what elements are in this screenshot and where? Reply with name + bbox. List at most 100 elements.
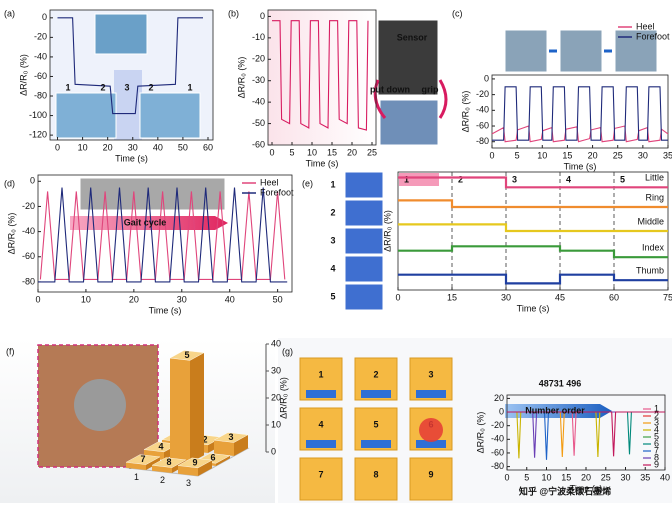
- x-tick-label: 5: [289, 147, 294, 157]
- x-tick-label: 5: [515, 150, 520, 160]
- bar-top: [177, 457, 213, 469]
- x-tick-label: 0: [489, 150, 494, 160]
- photo-strip: [79, 177, 226, 211]
- x-axis-label: Time (s): [149, 305, 182, 315]
- x-tick-label: 10: [537, 150, 547, 160]
- y-tick-label: -20: [491, 420, 504, 430]
- legend-label: 5: [654, 431, 659, 441]
- x-axis-label: Time (s): [570, 483, 603, 493]
- bar: 5: [169, 350, 205, 463]
- y-tick-label: -40: [491, 434, 504, 444]
- bar-label: 5: [184, 350, 189, 360]
- x-tick-label: 15: [561, 472, 571, 482]
- bar-label: 8: [166, 457, 171, 467]
- segment-label-box: [399, 173, 439, 186]
- key-label: 5: [373, 419, 378, 429]
- x-tick-label: 10: [307, 147, 317, 157]
- series-line: [38, 187, 288, 283]
- x-tick-label: 5: [524, 472, 529, 482]
- y-tick-label: -40: [22, 226, 35, 236]
- photo: [504, 29, 548, 73]
- bar-front: [170, 358, 190, 463]
- x-tick-label: 75: [663, 292, 672, 302]
- x-axis-label: Time (s): [564, 161, 597, 171]
- finger-label: 4: [330, 263, 335, 273]
- x-tick-label: 15: [562, 150, 572, 160]
- panel-label: (f): [6, 346, 15, 356]
- y-tick-label: 0: [260, 11, 265, 21]
- z-tick-label: 10: [271, 419, 281, 429]
- finger-label: 2: [330, 207, 335, 217]
- x-tick-label: 45: [555, 292, 565, 302]
- photo: [344, 227, 384, 255]
- bar-label: 3: [228, 432, 233, 442]
- series-line: [272, 20, 369, 131]
- photo: [377, 19, 439, 96]
- photo: [94, 13, 148, 55]
- bar-top: [213, 432, 249, 443]
- annotation: 2: [148, 82, 153, 92]
- y-tick-label: -60: [22, 251, 35, 261]
- key-sensor: [416, 440, 446, 448]
- legend-label: 6: [654, 438, 659, 448]
- key-sensor: [361, 440, 391, 448]
- x-tick-label: 30: [128, 142, 138, 152]
- key-label: 3: [428, 369, 433, 379]
- segment-label-box: [561, 173, 601, 186]
- key: [299, 457, 343, 501]
- key-label: 9: [428, 469, 433, 479]
- z-tick-label: 40: [271, 338, 281, 348]
- segment-label-box: [453, 173, 493, 186]
- y-tick-label: -40: [252, 97, 265, 107]
- bar-label: 2: [202, 434, 207, 444]
- finger-label: 5: [330, 291, 335, 301]
- y-tick-label: -40: [34, 51, 47, 61]
- photo: [379, 99, 439, 146]
- legend-label: 4: [654, 424, 659, 434]
- series-label: Little: [645, 173, 664, 183]
- panel-label: (a): [4, 8, 15, 18]
- annotation: 1: [65, 82, 70, 92]
- series-line: [398, 176, 668, 189]
- photo: [344, 199, 384, 227]
- x-axis-label: Time (s): [517, 303, 550, 313]
- bar-top: [169, 350, 205, 361]
- legend-label: Forefoot: [636, 31, 670, 41]
- annotation: put down: [370, 84, 410, 94]
- y-axis-label: ΔR/R₀ (%): [18, 54, 28, 96]
- press-indicator: [419, 418, 443, 442]
- y-tick-label: -80: [476, 136, 489, 146]
- z-axis-label: ΔR/R₀ (%): [278, 377, 288, 419]
- z-tick-label: 0: [271, 446, 276, 456]
- y-tick-label: -10: [252, 32, 265, 42]
- bar-front: [214, 440, 234, 456]
- x-tick-label: 20: [347, 147, 357, 157]
- bar-label: 6: [210, 453, 215, 463]
- finger-label: 3: [330, 235, 335, 245]
- legend-label: 3: [654, 417, 659, 427]
- legend-label: 9: [654, 459, 659, 469]
- x-tick-label: 30: [501, 292, 511, 302]
- legend-label: 2: [654, 410, 659, 420]
- key-label: 1: [318, 369, 323, 379]
- bar-side: [216, 455, 230, 466]
- x-tick-label: 25: [613, 150, 623, 160]
- series-line: [398, 273, 668, 285]
- photo: [559, 29, 603, 73]
- x-tick-label: 10: [78, 142, 88, 152]
- panel-label: (b): [228, 8, 239, 18]
- key-sensor: [306, 440, 336, 448]
- series-line: [398, 199, 668, 209]
- key-label: 2: [373, 369, 378, 379]
- x-tick-label: 40: [225, 294, 235, 304]
- y-tick-label: 0: [30, 176, 35, 186]
- bar: 9: [177, 457, 213, 476]
- x-tick-label: 60: [609, 292, 619, 302]
- x-tick-label: 35: [640, 472, 650, 482]
- x-tick-label: 50: [178, 142, 188, 152]
- y-tick-label: -20: [34, 32, 47, 42]
- x-tick-label: 15: [447, 292, 457, 302]
- arrow: [505, 404, 612, 418]
- segment-label-box: [507, 173, 547, 186]
